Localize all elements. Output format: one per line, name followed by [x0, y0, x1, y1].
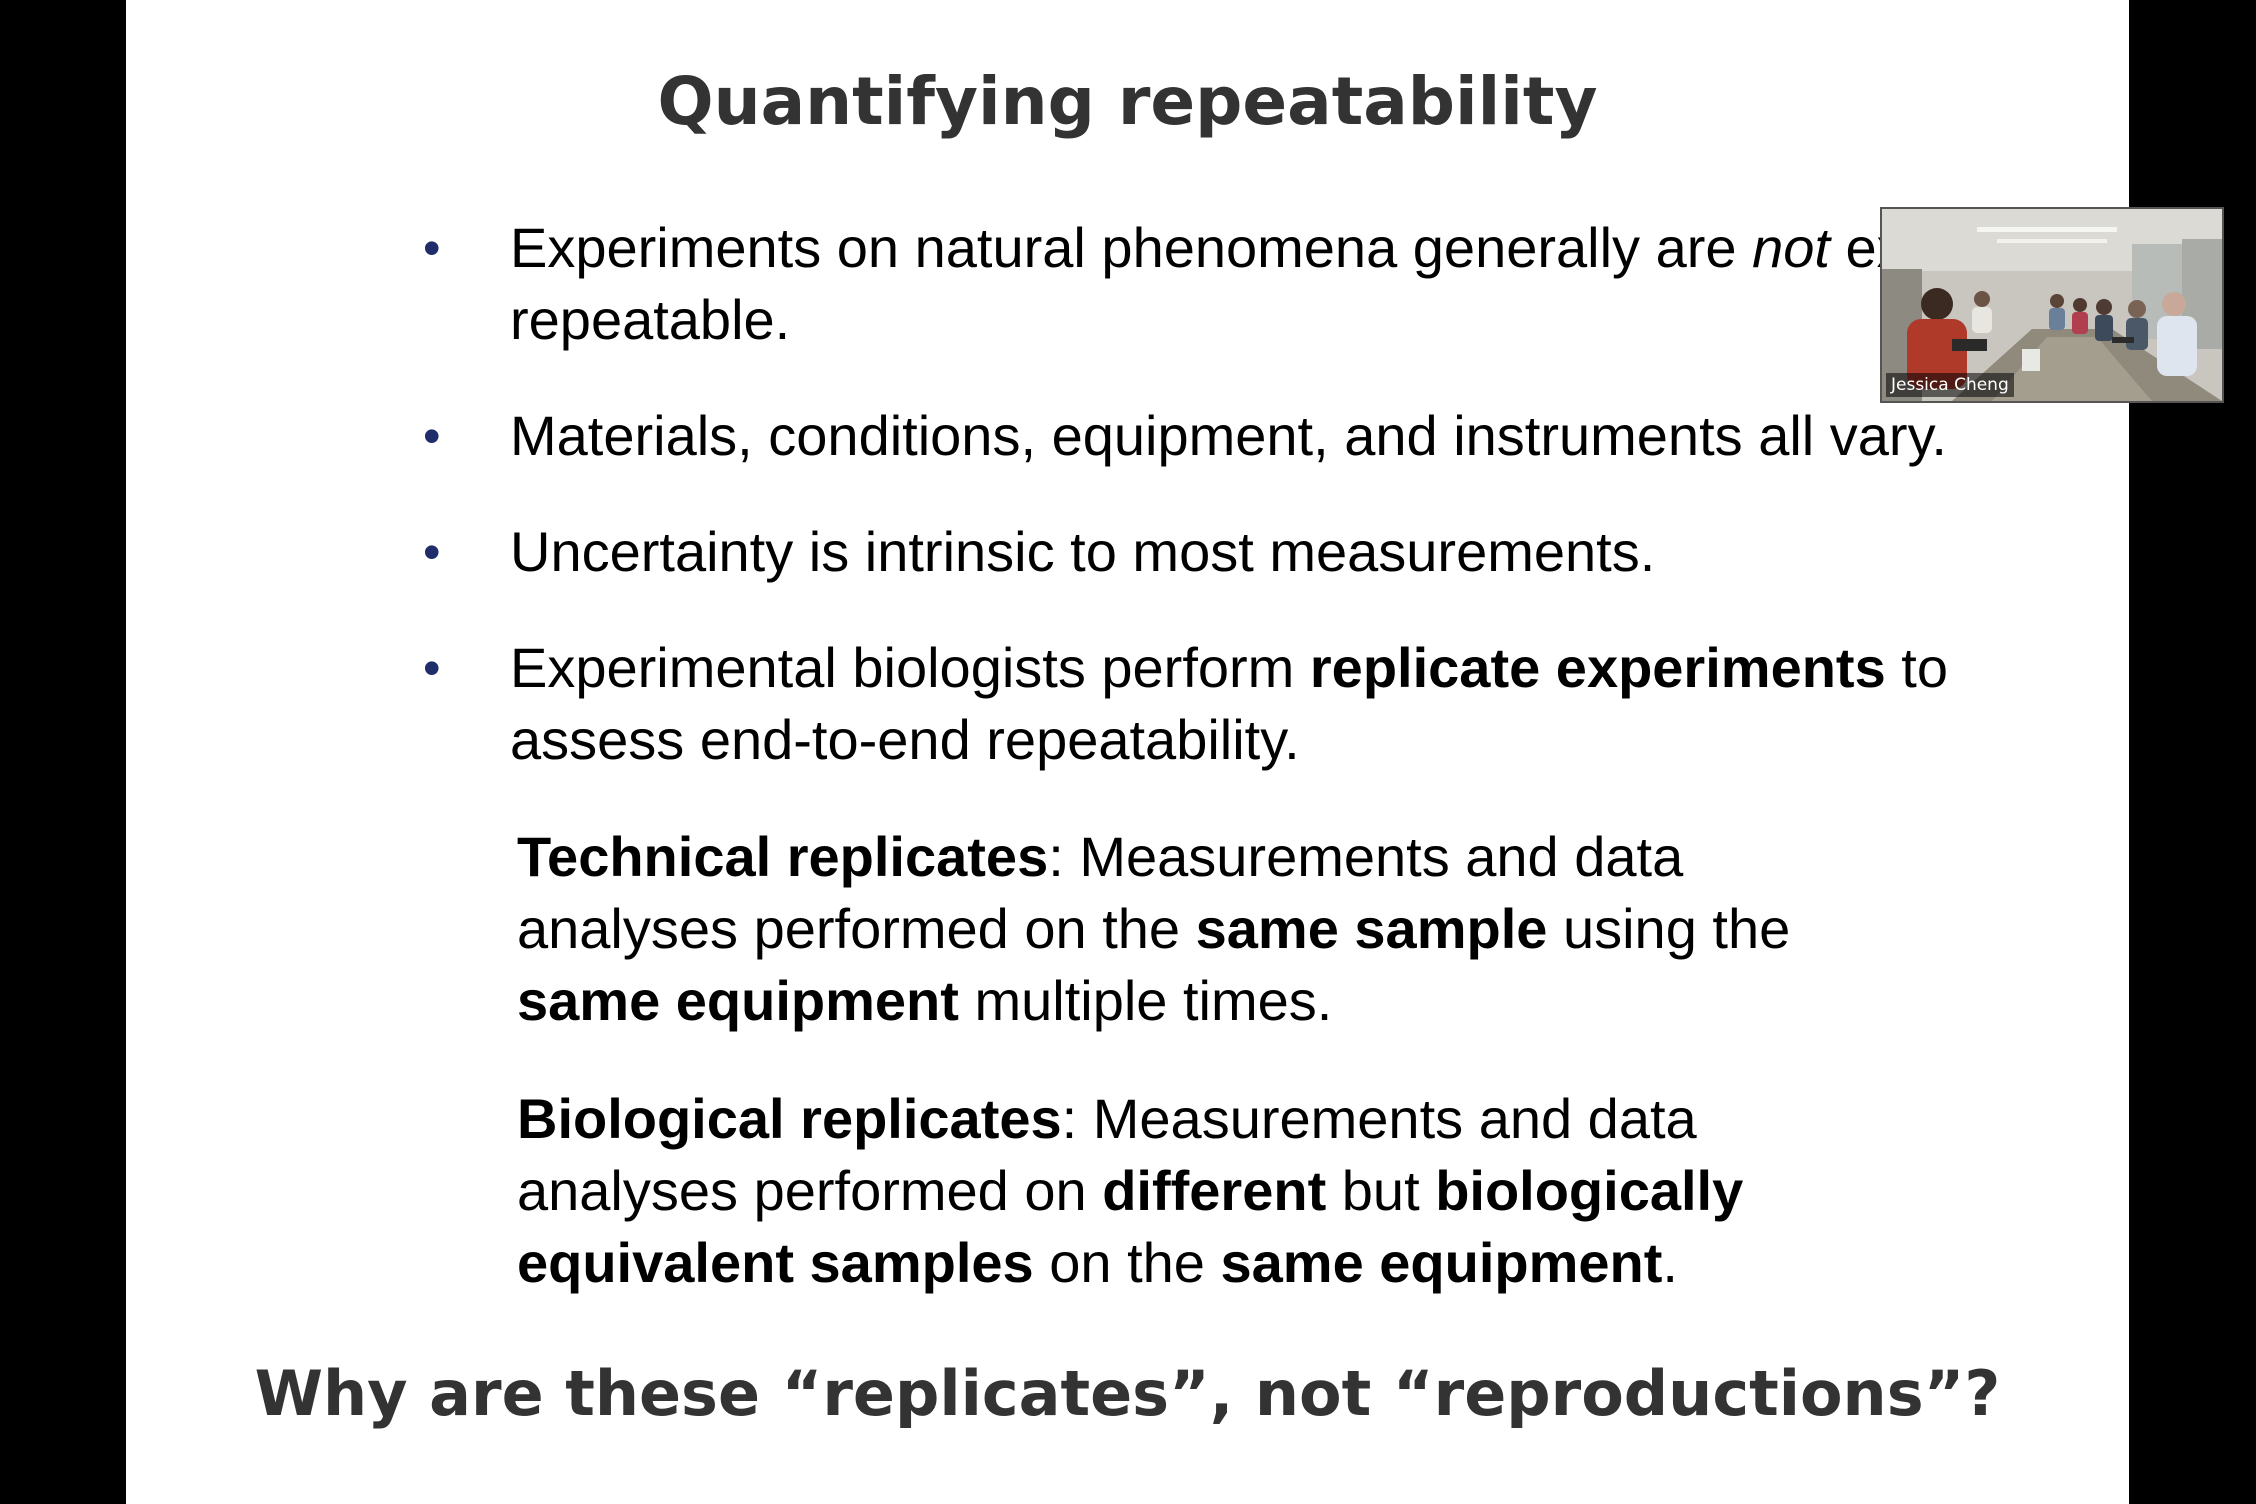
text-segment: using the — [1547, 897, 1791, 960]
text-segment: multiple times. — [958, 969, 1333, 1032]
text-segment: Technical replicates — [517, 825, 1049, 888]
text-segment: Biological replicates — [517, 1087, 1062, 1150]
bullet-dot: • — [423, 640, 441, 696]
text-segment: Experimental biologists perform — [510, 636, 1310, 699]
bullet-item: • Materials, conditions, equipment, and … — [296, 400, 2076, 472]
text-segment: same equipment — [1220, 1231, 1663, 1294]
participant-video-thumbnail[interactable]: Jessica Cheng — [1880, 207, 2224, 403]
participant-name-label: Jessica Cheng — [1886, 373, 2014, 397]
bullet-item: • Uncertainty is intrinsic to most measu… — [296, 516, 2076, 588]
text-segment: same sample — [1195, 897, 1548, 960]
biological-replicates-definition: Biological replicates: Measurements and … — [517, 1083, 1917, 1299]
text-segment: not — [1752, 216, 1830, 279]
text-segment: Experiments on natural phenomena general… — [510, 216, 1753, 279]
text-segment: replicate experiments — [1309, 636, 1886, 699]
slide-title: Quantifying repeatability — [657, 63, 1598, 140]
bullet-item: • Experimental biologists perform replic… — [296, 632, 2076, 776]
discussion-question: Why are these “replicates”, not “reprodu… — [254, 1357, 2001, 1430]
text-segment: but — [1326, 1159, 1436, 1222]
bullet-item: • Experiments on natural phenomena gener… — [296, 212, 2076, 356]
text-segment: on the — [1033, 1231, 1221, 1294]
bullet-list: • Experiments on natural phenomena gener… — [296, 212, 2076, 820]
text-segment: : Measurements and data analyses perform… — [517, 1087, 1697, 1222]
bullet-dot: • — [423, 524, 441, 580]
bullet-dot: • — [423, 408, 441, 464]
text-segment: different — [1102, 1159, 1327, 1222]
technical-replicates-definition: Technical replicates: Measurements and d… — [517, 821, 1917, 1037]
text-segment: : Measurements and data analyses perform… — [517, 825, 1684, 960]
bullet-text: Experimental biologists perform replicat… — [510, 636, 1948, 771]
text-segment: Materials, conditions, equipment, and in… — [510, 404, 1947, 467]
text-segment: to assess end-to-end repeatability. — [510, 636, 1948, 771]
bullet-text: Experiments on natural phenomena general… — [510, 216, 2020, 351]
presentation-slide: Quantifying repeatability • Experiments … — [126, 0, 2129, 1504]
bullet-text: Materials, conditions, equipment, and in… — [510, 404, 1947, 467]
text-segment: . — [1662, 1231, 1678, 1294]
meeting-room-video-frame — [1882, 209, 2222, 401]
text-segment: biologically equivalent samples — [517, 1159, 1744, 1294]
text-segment: Uncertainty is intrinsic to most measure… — [510, 520, 1656, 583]
bullet-text: Uncertainty is intrinsic to most measure… — [510, 520, 1655, 583]
text-segment: same equipment — [517, 969, 959, 1032]
bullet-dot: • — [423, 220, 441, 276]
